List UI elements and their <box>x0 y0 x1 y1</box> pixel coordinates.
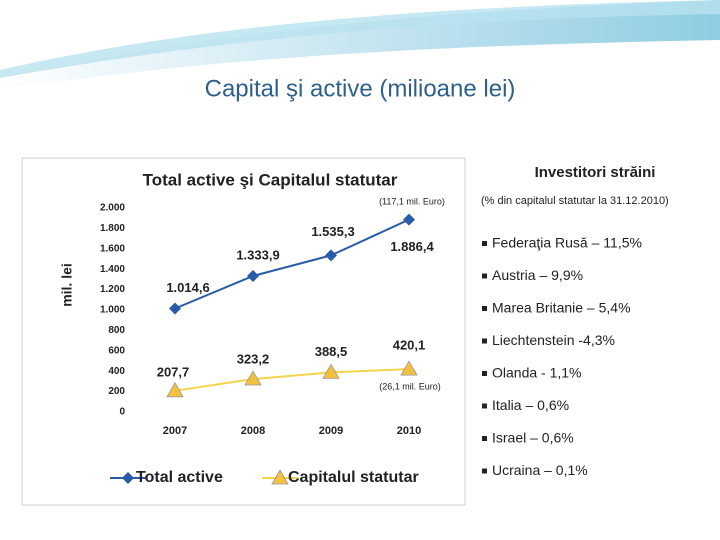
data-point <box>166 382 184 398</box>
swoosh <box>0 0 720 78</box>
y-axis-label: mil. lei <box>59 263 75 307</box>
value-label: 323,2 <box>237 351 270 366</box>
list-item: Marea Britanie – 5,4% <box>492 300 631 316</box>
legend-label: Total active <box>136 469 223 486</box>
y-tick-label: 400 <box>108 366 125 377</box>
legend-marker <box>271 469 289 485</box>
y-tick-label: 1.000 <box>100 305 125 316</box>
annotation: (26,1 mil. Euro) <box>379 381 441 391</box>
legend-label: Capitalul statutar <box>288 469 419 486</box>
y-tick-label: 2.000 <box>100 203 125 214</box>
list-item: Israel – 0,6% <box>492 430 574 446</box>
slide-title: Capital şi active (milioane lei) <box>205 75 516 102</box>
x-tick-label: 2008 <box>241 425 265 437</box>
bullet <box>482 306 487 311</box>
bullet <box>482 338 487 344</box>
value-label: 388,5 <box>315 344 348 359</box>
data-point <box>247 269 259 282</box>
y-tick-label: 1.200 <box>100 284 125 295</box>
value-label: 1.886,4 <box>390 239 434 254</box>
data-point <box>403 213 415 226</box>
panel-title: Investitori străini <box>535 164 656 181</box>
annotation: (117,1 mil. Euro) <box>379 196 445 206</box>
value-label: 420,1 <box>393 338 426 353</box>
x-tick-label: 2007 <box>163 425 187 437</box>
series-line <box>174 368 410 392</box>
bullet <box>482 371 487 376</box>
panel-subtitle: (% din capitalul statutar la 31.12.2010) <box>481 195 669 207</box>
y-tick-label: 600 <box>108 345 125 356</box>
data-point <box>169 302 181 315</box>
list-item: Austria – 9,9% <box>492 267 583 283</box>
series-line <box>174 218 410 310</box>
chart-title: Total active şi Capitalul statutar <box>143 170 398 189</box>
swoosh <box>0 0 720 90</box>
bullet <box>482 436 487 441</box>
y-tick-label: 0 <box>119 407 125 418</box>
x-tick-label: 2010 <box>397 425 421 437</box>
data-point <box>244 370 262 386</box>
y-tick-label: 1.800 <box>100 223 125 234</box>
y-tick-label: 1.600 <box>100 243 125 254</box>
legend-marker <box>122 472 134 484</box>
bullet <box>482 468 487 474</box>
value-label: 207,7 <box>157 364 190 379</box>
list-item: Olanda - 1,1% <box>492 365 582 381</box>
data-point <box>325 249 337 262</box>
value-label: 1.535,3 <box>311 224 354 239</box>
value-label: 1.014,6 <box>166 280 209 295</box>
y-tick-label: 800 <box>108 325 125 336</box>
list-item: Italia – 0,6% <box>492 397 569 413</box>
data-point <box>322 363 340 379</box>
bullet <box>482 273 487 279</box>
list-item: Ucraina – 0,1% <box>492 462 588 478</box>
y-tick-label: 200 <box>108 386 125 397</box>
x-tick-label: 2009 <box>319 425 343 437</box>
list-item: Federaţia Rusă – 11,5% <box>492 235 642 251</box>
value-label: 1.333,9 <box>236 247 279 262</box>
list-item: Liechtenstein -4,3% <box>492 332 615 348</box>
data-point <box>400 360 418 376</box>
bullet <box>482 403 487 409</box>
chart-frame <box>21 157 466 506</box>
bullet <box>482 241 487 246</box>
y-tick-label: 1.400 <box>100 264 125 275</box>
